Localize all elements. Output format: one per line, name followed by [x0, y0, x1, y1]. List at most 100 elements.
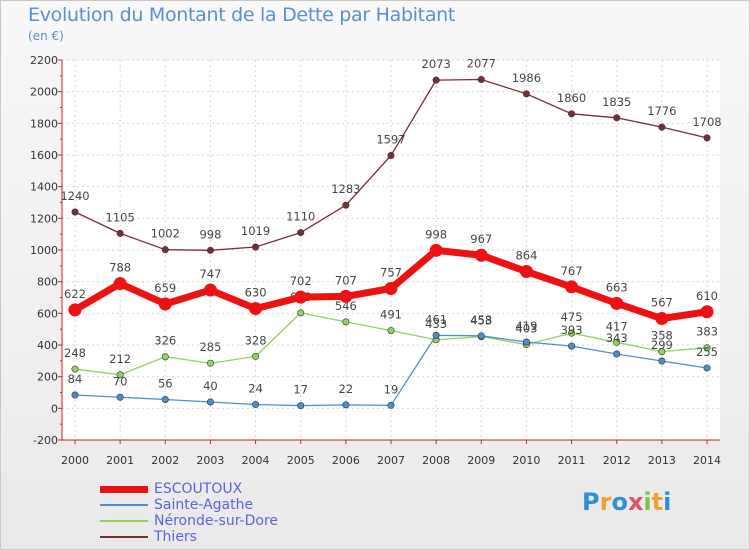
data-label: 417: [606, 319, 628, 333]
data-label: 22: [339, 382, 354, 396]
legend-label: ESCOUTOUX: [154, 481, 243, 497]
data-point: [613, 114, 621, 122]
data-point: [297, 309, 305, 317]
data-point: [703, 364, 711, 372]
data-label: 1708: [692, 115, 721, 129]
data-label: 864: [515, 249, 537, 263]
data-point: [655, 312, 669, 326]
data-point: [206, 398, 214, 406]
x-tick-label: 2004: [242, 454, 270, 467]
data-label: 17: [293, 383, 308, 397]
data-label: 967: [470, 232, 492, 246]
data-point: [158, 297, 172, 311]
data-label: 1283: [331, 182, 360, 196]
data-point: [249, 302, 263, 316]
data-point: [387, 327, 395, 335]
data-point: [339, 289, 353, 303]
x-tick-label: 2001: [106, 454, 134, 467]
x-tick-label: 2012: [603, 454, 631, 467]
x-tick-label: 2010: [512, 454, 540, 467]
data-label: 40: [203, 379, 218, 393]
data-point: [116, 371, 124, 379]
data-label: 1240: [60, 189, 89, 203]
legend-swatch: [100, 486, 148, 493]
data-label: 622: [64, 287, 86, 301]
data-label: 491: [380, 308, 402, 322]
data-label: 998: [199, 227, 221, 241]
data-label: 767: [561, 264, 583, 278]
logo-letter: i: [643, 488, 652, 516]
data-point: [68, 303, 82, 317]
data-label: 84: [68, 372, 83, 386]
data-point: [206, 359, 214, 367]
logo-letter: i: [663, 488, 672, 516]
data-label: 2073: [422, 57, 451, 71]
data-label: 1019: [241, 224, 270, 238]
y-tick-label: 2000: [30, 86, 58, 99]
data-label: 433: [425, 317, 447, 331]
data-label: 1986: [512, 71, 541, 85]
data-point: [429, 243, 443, 257]
data-label: 343: [606, 331, 628, 345]
data-label: 461: [425, 312, 447, 326]
data-label: 326: [154, 334, 176, 348]
x-tick-label: 2009: [467, 454, 495, 467]
data-point: [342, 318, 350, 326]
data-label: 630: [245, 286, 267, 300]
data-label: 56: [158, 376, 173, 390]
data-label: 659: [154, 281, 176, 295]
data-point: [387, 401, 395, 409]
legend-swatch: [100, 504, 148, 506]
legend-item: Thiers: [100, 529, 360, 546]
data-point: [71, 208, 79, 216]
data-point: [161, 395, 169, 403]
data-point: [703, 134, 711, 142]
data-point: [613, 338, 621, 346]
data-label: 610: [696, 289, 718, 303]
data-label: 393: [561, 323, 583, 337]
data-point: [519, 265, 533, 279]
data-label: 1105: [106, 210, 135, 224]
data-point: [387, 151, 395, 159]
data-point: [297, 402, 305, 410]
y-tick-label: 1000: [30, 244, 58, 257]
data-label: 663: [606, 280, 628, 294]
data-point: [116, 229, 124, 237]
chart-title: Evolution du Montant de la Dette par Hab…: [28, 4, 456, 26]
logo-letter: r: [599, 488, 612, 516]
data-label: 19: [384, 382, 399, 396]
x-tick-label: 2000: [61, 454, 89, 467]
x-tick-label: 2014: [693, 454, 721, 467]
legend-item: Néronde-sur-Dore: [100, 513, 360, 530]
x-tick-label: 2006: [332, 454, 360, 467]
data-label: 24: [248, 382, 263, 396]
x-tick-label: 2007: [377, 454, 405, 467]
legend-swatch: [100, 536, 148, 538]
legend-label: Thiers: [154, 529, 197, 545]
data-label: 1597: [376, 132, 405, 146]
y-tick-label: 200: [37, 371, 58, 384]
data-label: 212: [109, 352, 131, 366]
data-label: 1002: [151, 227, 180, 241]
data-point: [203, 283, 217, 297]
y-tick-label: 2200: [30, 54, 58, 67]
y-tick-label: 1800: [30, 117, 58, 130]
y-tick-label: 1600: [30, 149, 58, 162]
logo-letter: t: [651, 488, 664, 516]
legend-swatch: [100, 520, 148, 522]
data-point: [342, 401, 350, 409]
data-point: [610, 296, 624, 310]
data-point: [522, 90, 530, 98]
y-tick-label: 600: [37, 307, 58, 320]
data-point: [658, 123, 666, 131]
x-tick-label: 2013: [648, 454, 676, 467]
data-label: 2077: [467, 56, 496, 70]
data-point: [116, 393, 124, 401]
y-tick-label: 1400: [30, 181, 58, 194]
data-point: [474, 248, 488, 262]
data-label: 255: [696, 345, 718, 359]
legend-item: Sainte-Agathe: [100, 497, 360, 514]
data-label: 475: [561, 310, 583, 324]
data-point: [658, 357, 666, 365]
